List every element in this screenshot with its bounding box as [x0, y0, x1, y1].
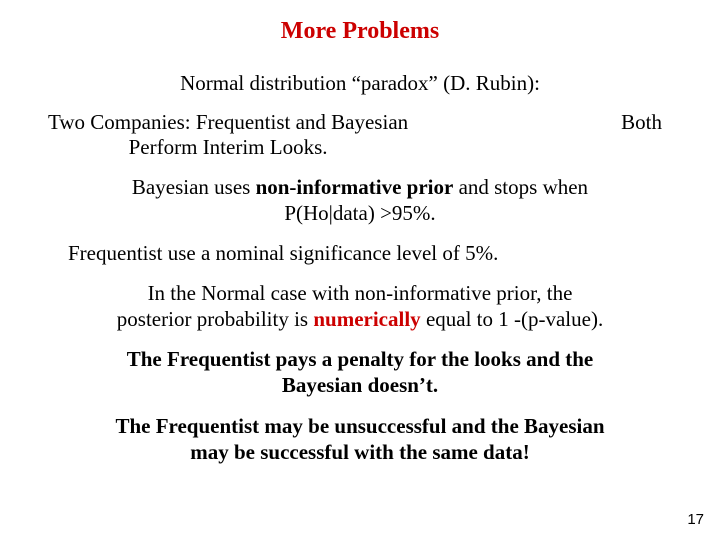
p1-text-c: and stops when: [453, 175, 588, 199]
p1-bold: non-informative prior: [256, 175, 454, 199]
p1-line2: P(Ho|data) >95%.: [284, 201, 435, 225]
paragraph-frequentist-level: Frequentist use a nominal significance l…: [40, 241, 680, 266]
slide-title: More Problems: [40, 18, 680, 45]
p4-line1: The Frequentist pays a penalty for the l…: [127, 347, 594, 371]
two-companies-right: Both: [621, 110, 672, 160]
p3-highlight: numerically: [313, 307, 420, 331]
paragraph-penalty: The Frequentist pays a penalty for the l…: [40, 346, 680, 399]
paragraph-normal-case: In the Normal case with non-informative …: [40, 280, 680, 333]
paragraph-bayesian-stop: Bayesian uses non-informative prior and …: [40, 174, 680, 227]
two-companies-row: Two Companies: Frequentist and Bayesian …: [40, 110, 680, 160]
slide-container: More Problems Normal distribution “parad…: [0, 0, 720, 540]
p1-text-a: Bayesian uses: [132, 175, 256, 199]
p3-text-c: equal to 1 -(p-value).: [421, 307, 604, 331]
p3-line1: In the Normal case with non-informative …: [148, 281, 573, 305]
p5-line1: The Frequentist may be unsuccessful and …: [115, 414, 604, 438]
two-companies-line2: Perform Interim Looks.: [48, 135, 408, 160]
p3-text-a: posterior probability is: [117, 307, 314, 331]
paragraph-outcome: The Frequentist may be unsuccessful and …: [40, 413, 680, 466]
p4-line2: Bayesian doesn’t.: [282, 373, 438, 397]
p5-line2: may be successful with the same data!: [190, 440, 529, 464]
two-companies-line1: Two Companies: Frequentist and Bayesian: [48, 110, 408, 135]
page-number: 17: [687, 511, 704, 528]
slide-subtitle: Normal distribution “paradox” (D. Rubin)…: [40, 71, 680, 96]
two-companies-left: Two Companies: Frequentist and Bayesian …: [48, 110, 408, 160]
